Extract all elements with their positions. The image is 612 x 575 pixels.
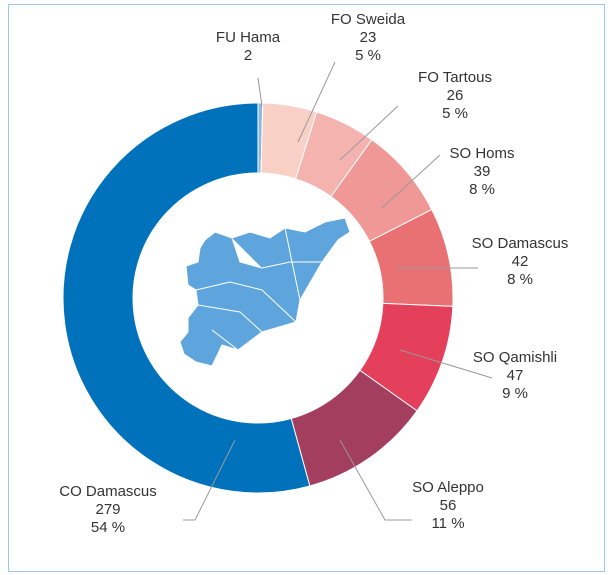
slice-value: 56: [440, 497, 457, 514]
slice-name: SO Qamishli: [473, 349, 557, 366]
leader-line: [399, 349, 493, 379]
slice-name: SO Aleppo: [412, 479, 484, 496]
slice-value: 39: [474, 163, 491, 180]
slice-value: 47: [507, 367, 524, 384]
slice-name: CO Damascus: [59, 483, 157, 500]
slice-name: FO Tartous: [418, 69, 492, 86]
slice-value: 2: [244, 47, 252, 64]
leader-line: [297, 61, 336, 143]
slice-name: FO Sweida: [331, 11, 406, 28]
slice-value: 42: [512, 253, 529, 270]
slice-percent: 8 %: [469, 181, 495, 198]
slice-name: SO Damascus: [472, 235, 569, 252]
slice-percent: 54 %: [91, 519, 125, 536]
slice-value: 26: [447, 87, 464, 104]
slice-name: SO Homs: [449, 145, 514, 162]
slice-value: 23: [360, 29, 377, 46]
slices: [62, 102, 454, 494]
slice-percent: 5 %: [355, 47, 381, 64]
slice-name: FU Hama: [216, 29, 281, 46]
slice-percent: 5 %: [442, 105, 468, 122]
leader-line: [257, 77, 263, 107]
slice-percent: 8 %: [507, 271, 533, 288]
slice-percent: 11 %: [431, 515, 464, 532]
slice-value: 279: [95, 501, 120, 518]
syria-map: [179, 217, 351, 367]
leader-line: [381, 154, 441, 209]
leader-line: [339, 105, 399, 161]
slice: [62, 102, 311, 494]
leader-line: [339, 439, 412, 521]
slice-percent: 9 %: [502, 385, 528, 402]
leader-line: [183, 439, 236, 521]
